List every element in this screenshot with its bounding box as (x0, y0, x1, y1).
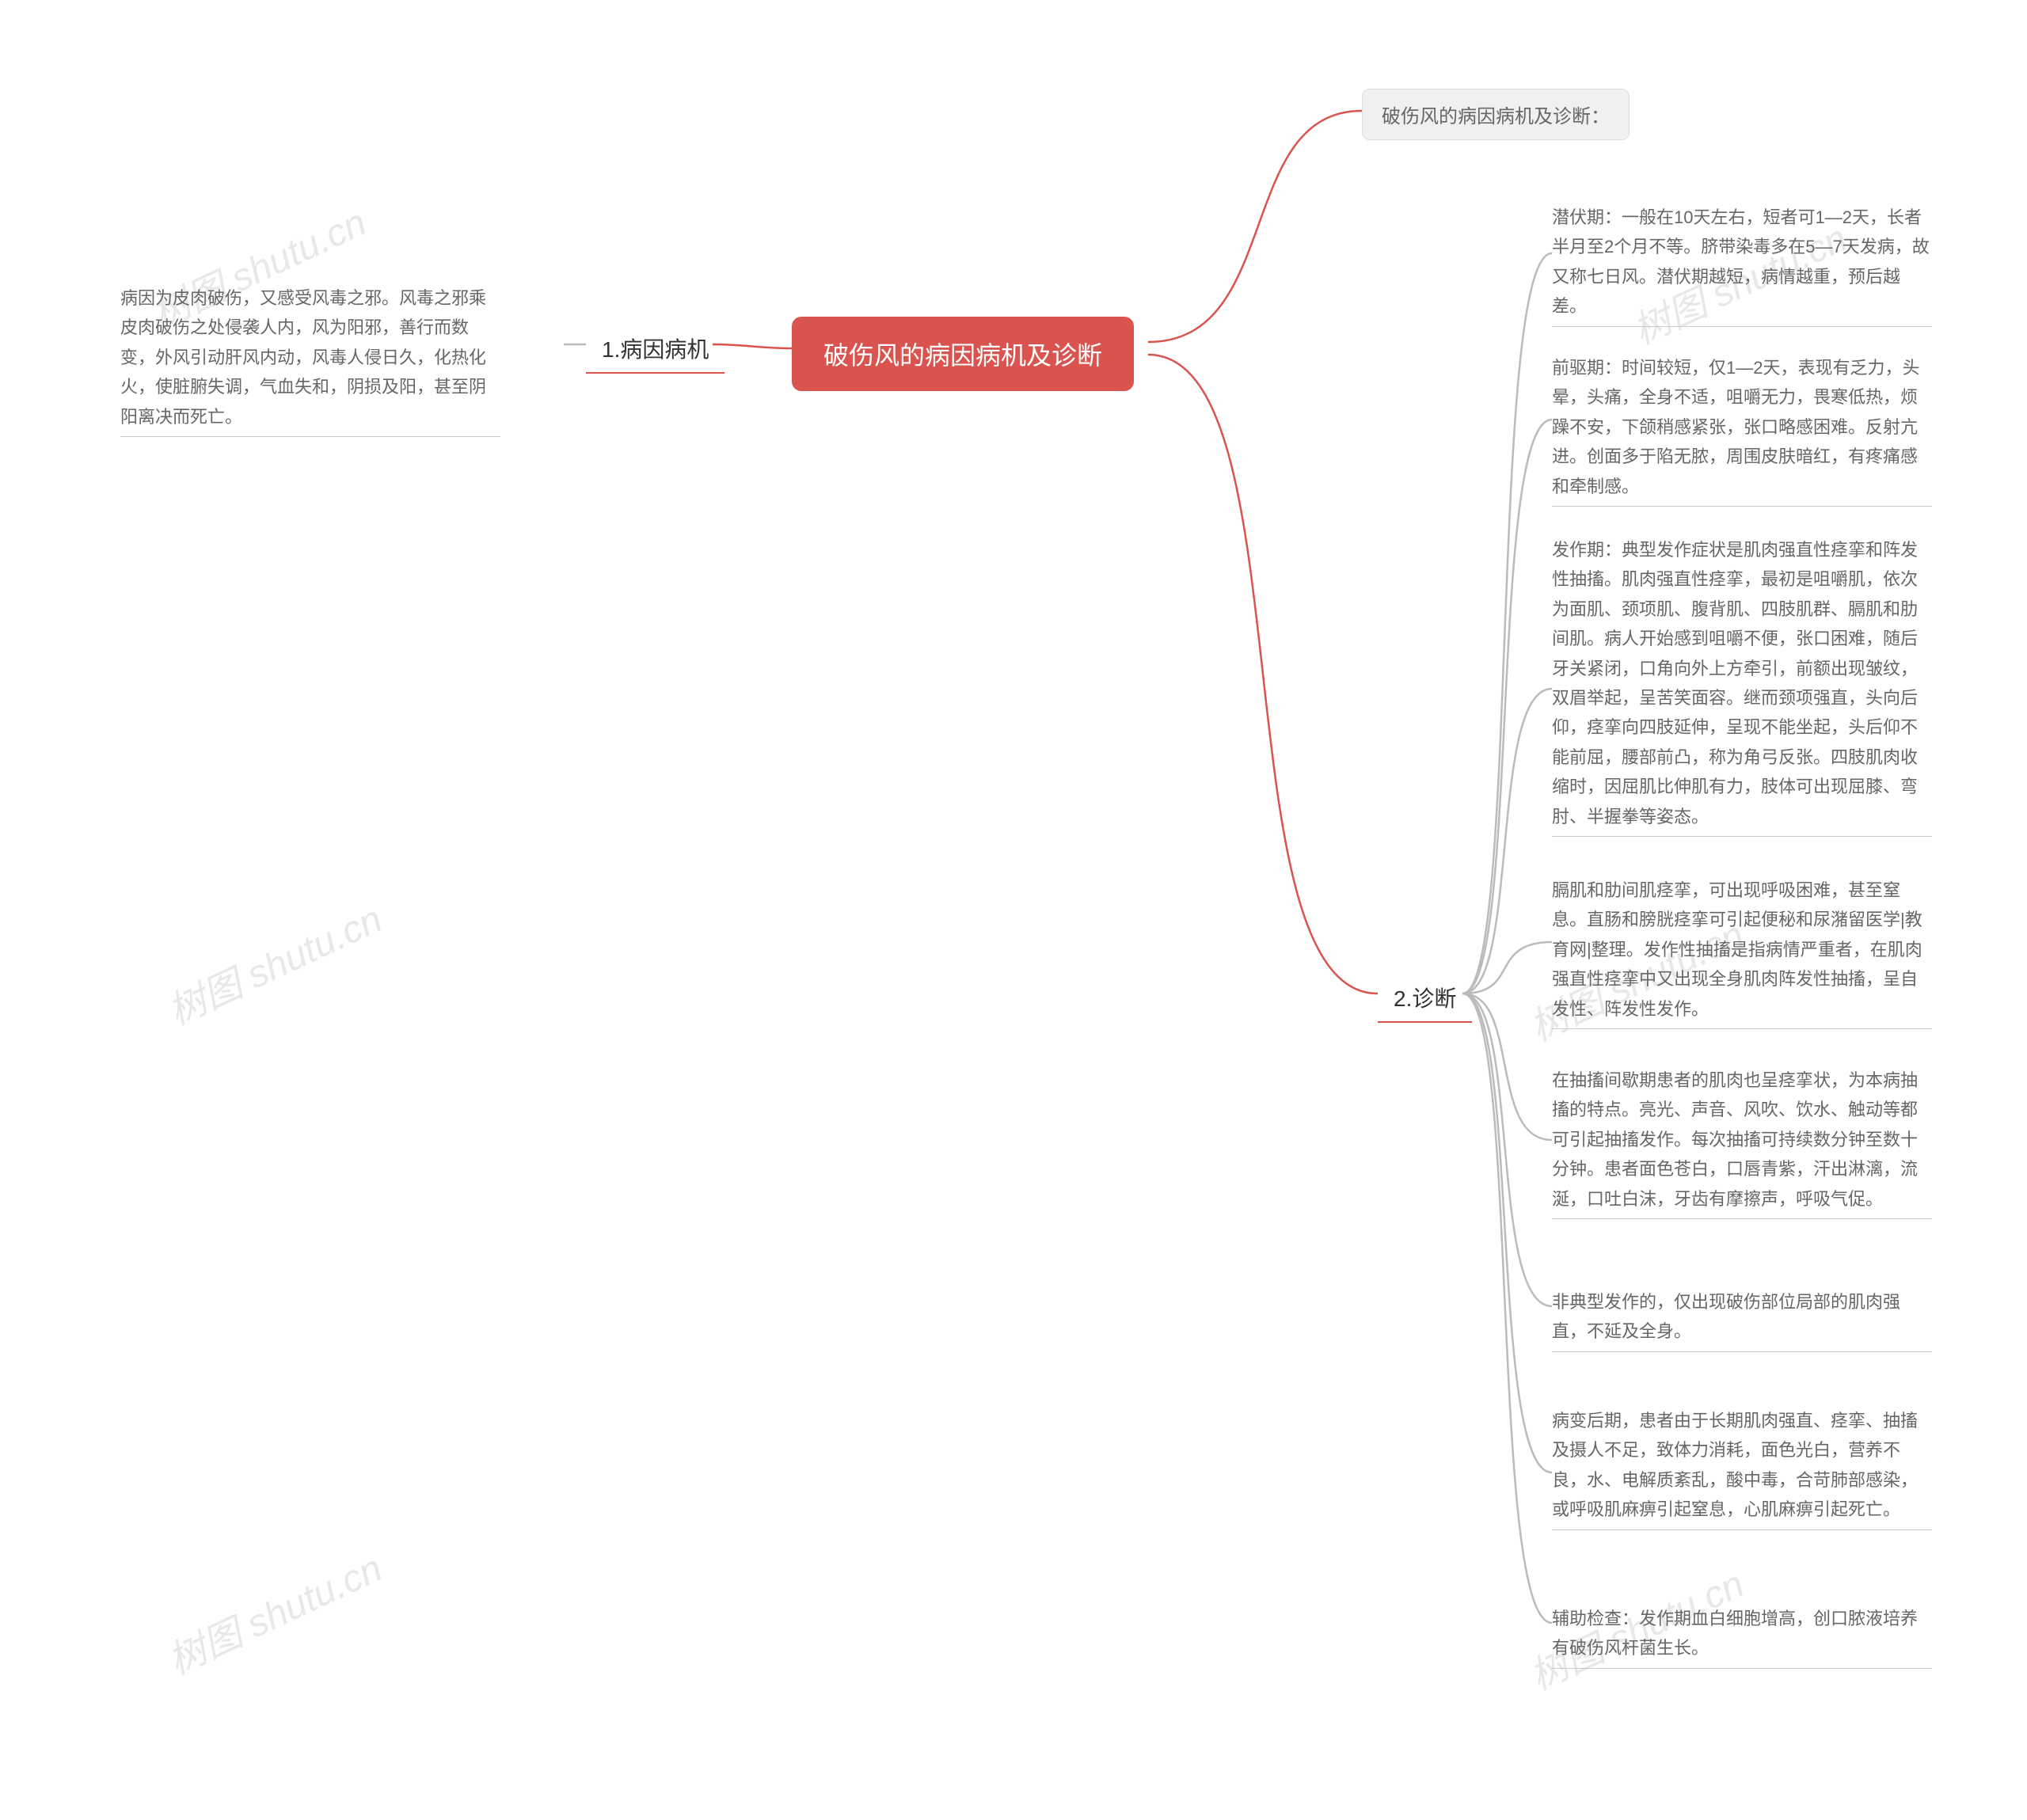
center-node[interactable]: 破伤风的病因病机及诊断 (792, 317, 1134, 391)
leaf-atypical: 非典型发作的，仅出现破伤部位局部的肌肉强直，不延及全身。 (1552, 1282, 1932, 1352)
branch-etiology[interactable]: 1.病因病机 (586, 325, 724, 374)
leaf-diaphragm: 膈肌和肋间肌痉挛，可出现呼吸困难，甚至窒息。直肠和膀胱痉挛可引起便秘和尿潴留医学… (1552, 871, 1932, 1029)
leaf-etiology-content: 病因为皮肉破伤，又感受风毒之邪。风毒之邪乘皮肉破伤之处侵袭人内，风为阳邪，善行而… (120, 279, 500, 437)
watermark: 树图 shutu.cn (158, 1537, 390, 1685)
watermark: 树图 shutu.cn (158, 888, 390, 1035)
branch-title-box[interactable]: 破伤风的病因病机及诊断： (1362, 89, 1630, 140)
leaf-late-stage: 病变后期，患者由于长期肌肉强直、痉挛、抽搐及摄人不足，致体力消耗，面色光白，营养… (1552, 1401, 1932, 1530)
leaf-intermission: 在抽搐间歇期患者的肌肉也呈痉挛状，为本病抽搐的特点。亮光、声音、风吹、饮水、触动… (1552, 1061, 1932, 1219)
leaf-seizure: 发作期：典型发作症状是肌肉强直性痉挛和阵发性抽搐。肌肉强直性痉挛，最初是咀嚼肌，… (1552, 530, 1932, 837)
branch-diagnosis[interactable]: 2.诊断 (1378, 974, 1472, 1023)
leaf-incubation: 潜伏期：一般在10天左右，短者可1—2天，长者半月至2个月不等。脐带染毒多在5—… (1552, 198, 1932, 327)
leaf-lab-test: 辅助检查：发作期血白细胞增高，创口脓液培养有破伤风杆菌生长。 (1552, 1599, 1932, 1669)
leaf-prodromal: 前驱期：时间较短，仅1—2天，表现有乏力，头晕，头痛，全身不适，咀嚼无力，畏寒低… (1552, 348, 1932, 507)
